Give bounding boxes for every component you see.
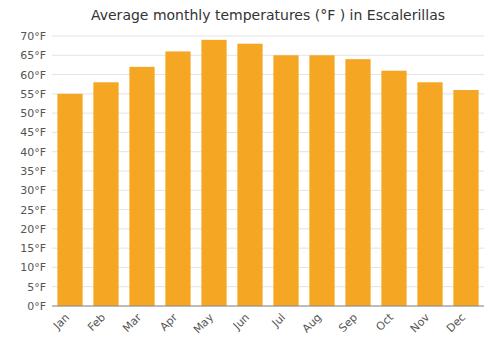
chart: Average monthly temperatures (°F ) in Es… [0,0,500,350]
y-tick-label: 45°F [20,126,46,139]
x-tick-label: Jul [269,311,288,330]
y-tick-label: 50°F [20,107,46,120]
y-tick-label: 55°F [20,88,46,101]
x-tick-label: Aug [300,311,324,335]
x-tick-label: Nov [408,311,433,336]
bar [345,59,370,306]
bar [417,82,442,306]
bar [273,55,298,306]
grid [52,36,484,306]
y-tick-label: 15°F [20,242,46,255]
y-tick-label: 0°F [27,300,46,313]
bar [201,40,226,306]
y-tick-label: 65°F [20,49,46,62]
x-tick-label: Dec [444,311,468,335]
bar [453,90,478,306]
x-tick-label: Jun [230,311,252,333]
y-tick-label: 35°F [20,165,46,178]
grid-line [52,306,484,307]
y-tick-label: 5°F [27,281,46,294]
x-axis-line [52,306,484,307]
x-tick-label: Oct [373,310,396,333]
x-tick-label: Sep [336,311,360,335]
bar [165,51,190,306]
grid-line [52,74,484,75]
x-tick-label: Mar [120,311,144,335]
x-tick-label: Feb [85,311,108,334]
x-tick-label: Jan [50,311,72,333]
y-tick-label: 40°F [20,146,46,159]
bars [57,40,478,306]
x-tick-label: May [191,311,217,337]
chart-container: Average monthly temperatures (°F ) in Es… [0,0,500,350]
y-tick-label: 20°F [20,223,46,236]
grid-line [52,36,484,37]
y-tick-label: 10°F [20,261,46,274]
y-tick-label: 30°F [20,184,46,197]
title: Average monthly temperatures (°F ) in Es… [91,7,445,23]
bar [381,71,406,306]
x-tick-label: Apr [157,311,180,334]
y-tick-label: 70°F [20,30,46,43]
bar [309,55,334,306]
bar [237,44,262,306]
bar [93,82,118,306]
bar [129,67,154,306]
grid-line [52,55,484,56]
y-tick-label: 60°F [20,69,46,82]
bar [57,94,82,306]
y-tick-label: 25°F [20,204,46,217]
